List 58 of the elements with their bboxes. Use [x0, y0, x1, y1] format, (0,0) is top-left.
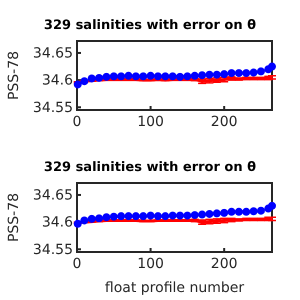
y-tick-label: 34.6	[42, 72, 74, 89]
chart-title: 329 salinities with error on θ	[44, 160, 256, 175]
y-axis-title: PSS-78	[6, 50, 22, 100]
point	[268, 202, 276, 210]
y-tick-label: 34.65	[32, 187, 73, 204]
point	[250, 68, 258, 76]
point	[139, 212, 148, 220]
x-tick-label: 100	[137, 256, 164, 272]
point	[198, 71, 206, 80]
point	[212, 70, 221, 79]
point	[242, 69, 250, 78]
point	[124, 212, 132, 220]
point	[124, 72, 132, 80]
point	[146, 212, 155, 220]
point	[220, 70, 228, 78]
point	[234, 208, 243, 216]
point	[132, 72, 140, 80]
x-tick-label: 0	[72, 256, 82, 272]
x-tick-label: 200	[210, 114, 238, 130]
point	[268, 62, 276, 71]
point	[132, 212, 140, 220]
point	[212, 209, 221, 218]
point	[242, 208, 250, 216]
point	[161, 212, 170, 220]
point	[220, 208, 228, 217]
point	[110, 212, 118, 221]
point	[256, 67, 265, 76]
y-tick-label: 34.55	[32, 242, 73, 258]
y-tick-label: 34.55	[32, 100, 73, 116]
point	[139, 72, 148, 80]
point	[205, 210, 214, 218]
point	[190, 72, 199, 80]
point	[176, 72, 184, 81]
point	[183, 212, 192, 220]
point	[117, 72, 126, 80]
y-axis-title: PSS-78	[6, 192, 22, 242]
point	[205, 70, 214, 79]
point	[234, 69, 243, 78]
point	[190, 211, 199, 220]
point	[198, 210, 206, 218]
point	[250, 207, 258, 216]
point	[168, 212, 177, 220]
point	[176, 212, 184, 220]
point	[110, 72, 118, 80]
y-tick-label: 34.65	[32, 45, 73, 62]
chart-title: 329 salinities with error on θ	[44, 18, 256, 33]
point	[228, 69, 236, 78]
point	[117, 212, 126, 220]
x-tick-label: 0	[72, 114, 82, 130]
point	[256, 206, 265, 215]
x-tick-label: 100	[137, 114, 164, 130]
y-tick-label: 34.6	[42, 214, 74, 231]
point	[183, 72, 192, 80]
point	[102, 72, 110, 81]
x-tick-label: 200	[210, 256, 238, 272]
x-axis-title: float profile number	[104, 280, 244, 296]
point	[228, 208, 236, 216]
point	[102, 213, 110, 222]
